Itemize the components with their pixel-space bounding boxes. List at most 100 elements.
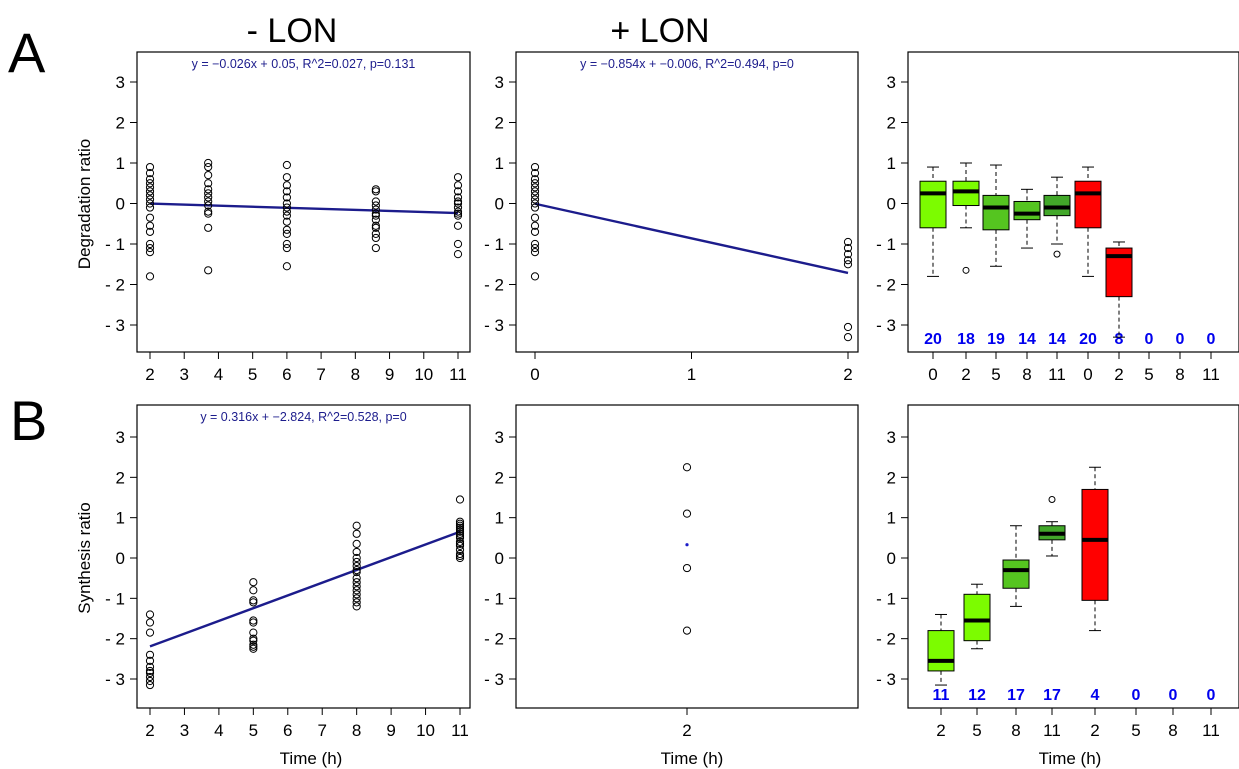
data-point <box>145 203 155 212</box>
data-point <box>282 239 291 249</box>
data-point <box>352 529 361 538</box>
data-point <box>145 610 155 619</box>
data-point <box>145 221 155 230</box>
data-point <box>843 322 853 332</box>
data-point <box>282 262 291 271</box>
sample-count-label: 18 <box>957 331 975 348</box>
box-outlier <box>1053 250 1061 258</box>
data-point <box>282 160 291 170</box>
chart-a-pluslon: 3 2 1 0 - 1 - 2 - 3 0 1 2 y = −0.854x + −0.006, R^… <box>484 51 859 384</box>
data-point <box>145 179 155 188</box>
data-point <box>371 215 380 224</box>
data-point <box>530 169 540 178</box>
box-outlier <box>962 266 970 274</box>
data-point <box>453 250 463 259</box>
sample-count-label: 17 <box>1043 687 1061 704</box>
y-tick-label: - 1 <box>105 589 125 608</box>
x-tick-label: 9 <box>385 365 394 384</box>
x-tick-label: 0 <box>530 365 539 384</box>
data-point <box>145 187 155 196</box>
data-point <box>371 187 380 196</box>
data-point <box>145 676 155 686</box>
data-point <box>282 229 291 238</box>
data-point <box>145 680 155 690</box>
data-point <box>145 199 155 208</box>
x-tick-label: 4 <box>214 365 223 384</box>
data-point <box>204 189 213 198</box>
data-point <box>282 217 291 226</box>
x-tick-label: 6 <box>282 365 291 384</box>
box-body <box>982 194 1010 231</box>
data-point <box>249 616 258 625</box>
data-point <box>249 596 258 605</box>
data-point <box>204 171 213 180</box>
y-tick-label: 0 <box>116 195 125 214</box>
data-point <box>530 195 540 204</box>
box-body <box>1013 200 1041 221</box>
sample-count-label: 0 <box>1145 331 1154 348</box>
data-point <box>249 640 258 649</box>
y-tick-label: 1 <box>495 509 504 528</box>
y-tick-label: 2 <box>116 114 125 133</box>
data-point <box>145 628 155 637</box>
x-tick-label: 0 <box>928 365 937 384</box>
x-tick-label: 5 <box>249 721 258 740</box>
x-tick-label: 2 <box>145 721 154 740</box>
sample-count-label: 20 <box>1079 331 1097 348</box>
data-point <box>530 187 540 196</box>
data-point <box>145 656 155 665</box>
y-tick-label: - 2 <box>105 276 125 295</box>
data-point <box>352 602 361 611</box>
data-point <box>249 598 258 607</box>
data-point <box>282 207 291 216</box>
mean-marker <box>685 543 689 547</box>
regression-equation: y = −0.026x + 0.05, R^2=0.027, p=0.131 <box>192 57 416 71</box>
data-point <box>453 173 463 182</box>
data-point <box>455 533 465 542</box>
y-axis-label-degradation: Degradation ratio <box>75 139 94 269</box>
x-tick-label: 1 <box>687 365 696 384</box>
data-point <box>204 193 213 202</box>
data-point <box>530 162 540 172</box>
data-point <box>530 248 540 257</box>
y-tick-label: - 3 <box>876 316 896 335</box>
data-point <box>371 233 380 243</box>
sample-count-label: 17 <box>1007 687 1025 704</box>
x-tick-label: 2 <box>1090 721 1099 740</box>
data-point <box>371 209 380 218</box>
data-point <box>371 223 380 232</box>
data-point <box>453 187 463 196</box>
data-point <box>282 181 291 190</box>
data-point <box>530 199 540 208</box>
y-tick-label: 2 <box>887 114 896 133</box>
sample-count-label: 0 <box>1176 331 1185 348</box>
box-body <box>1043 194 1071 217</box>
data-point <box>530 183 540 192</box>
y-tick-label: - 2 <box>484 630 504 649</box>
data-point <box>530 239 540 249</box>
sample-count-label: 4 <box>1091 687 1100 704</box>
x-tick-label: 11 <box>449 365 467 384</box>
x-tick-label: 11 <box>1048 365 1066 384</box>
data-point <box>145 672 155 682</box>
y-tick-label: - 2 <box>484 276 504 295</box>
plot-frame <box>907 51 1239 353</box>
x-tick-label: 2 <box>936 721 945 740</box>
data-point <box>530 175 540 184</box>
data-point <box>843 243 853 253</box>
x-tick-label: 10 <box>414 365 433 384</box>
regression-line <box>149 530 461 648</box>
data-point <box>455 517 465 526</box>
x-tick-label: 10 <box>416 721 435 740</box>
data-point <box>204 266 213 275</box>
data-point <box>371 205 380 214</box>
data-point <box>455 539 465 548</box>
y-tick-label: - 3 <box>484 316 504 335</box>
y-tick-label: - 1 <box>876 235 896 254</box>
plot-frame <box>515 51 859 353</box>
data-point <box>455 537 465 546</box>
x-tick-label: 3 <box>180 721 189 740</box>
data-point <box>352 557 361 567</box>
